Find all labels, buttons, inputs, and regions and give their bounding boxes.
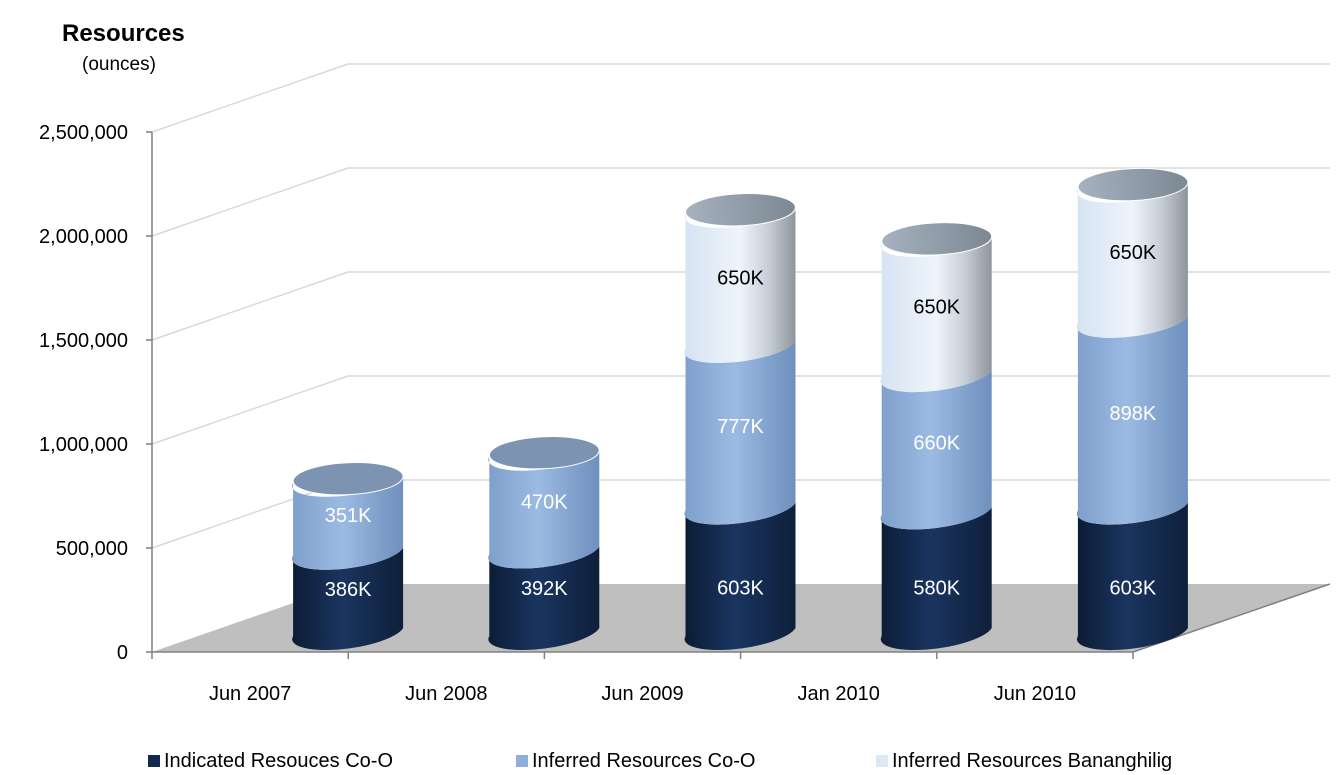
bar-segment-indicated [1076,502,1188,651]
legend-swatch [516,755,528,767]
chart-title: Resources [62,20,185,47]
y-tick-label: 1,000,000 [39,434,128,456]
x-tick-label: Jan 2010 [798,683,880,705]
x-tick-label: Jun 2010 [994,683,1076,705]
x-tick-label: Jun 2009 [601,683,683,705]
legend-label: Inferred Resources Bananghilig [892,749,1173,772]
bar-segment-inferred-co-o [488,448,600,569]
data-label: 351K [325,505,372,527]
x-tick-label: Jun 2008 [405,683,487,705]
data-label: 392K [521,578,568,600]
data-label: 386K [325,579,372,601]
data-label: 777K [717,416,764,438]
data-label: 898K [1110,403,1157,425]
gridline-side [151,167,349,237]
x-tick-label: Jun 2007 [209,683,291,705]
gridline-side [151,375,349,445]
y-tick-label: 2,500,000 [39,122,128,144]
bar-segment-inferred-co-o [880,370,992,530]
y-tick-label: 0 [117,642,128,664]
chart-axes: 0 500,000 1,000,000 1,500,000 2,000,000 2,500… [39,122,1331,705]
bar-top-cap [488,436,600,470]
data-label: 650K [913,296,960,318]
bar-segment-inferred-co-o [1076,315,1188,525]
bar-segment-inferred-co-o [292,474,404,570]
bar-segment-inferred-bananghilig [684,205,796,364]
legend-label: Inferred Resources Co-O [532,749,756,772]
gridline-side [151,63,349,133]
bar-top-cap [685,193,796,227]
data-label: 603K [717,577,764,599]
y-tick-label: 1,500,000 [39,330,128,352]
chart-data-labels: 386K 351K 392K 470K 603K 777K 650K 580K 660K 650K… [325,242,1157,601]
legend-item-indicated: Indicated Resouces Co-O [148,750,516,773]
legend-swatch [876,755,888,767]
bar-segment-indicated [292,547,404,651]
bar-segment-inferred-bananghilig [1076,180,1188,338]
bar-segment-inferred-co-o [684,340,796,525]
bar-top-cap [1077,167,1189,202]
chart-bars [292,167,1189,651]
bar-segment-indicated [880,507,992,651]
bar-top-cap [881,222,993,256]
legend-label: Indicated Resouces Co-O [164,749,394,772]
legend-item-inferred-co-o: Inferred Resources Co-O [516,750,876,773]
y-tick-label: 2,000,000 [39,226,128,248]
data-label: 650K [1110,242,1157,264]
legend-item-inferred-bananghilig: Inferred Resources Bananghilig [876,750,1172,773]
data-label: 660K [913,433,960,455]
bar-segment-indicated [684,502,796,651]
gridline-side [151,271,349,341]
data-label: 603K [1110,577,1157,599]
chart-subtitle: (ounces) [82,54,156,75]
legend-swatch [148,755,160,767]
chart-legend: Indicated Resouces Co-O Inferred Resourc… [148,748,1172,774]
data-label: 650K [717,267,764,289]
bar-top-cap [292,462,404,496]
data-label: 580K [913,577,960,599]
y-tick-label: 500,000 [56,538,128,560]
bar-segment-inferred-bananghilig [880,234,992,393]
data-label: 470K [521,492,568,514]
bar-segment-indicated [488,546,600,651]
